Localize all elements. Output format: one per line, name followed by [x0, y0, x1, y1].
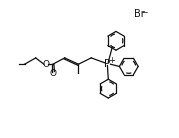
Text: Br: Br: [134, 9, 145, 19]
Text: O: O: [42, 60, 49, 69]
Text: O: O: [50, 69, 57, 78]
Text: −: −: [141, 8, 147, 17]
Text: P: P: [104, 59, 111, 69]
Text: +: +: [108, 56, 115, 65]
